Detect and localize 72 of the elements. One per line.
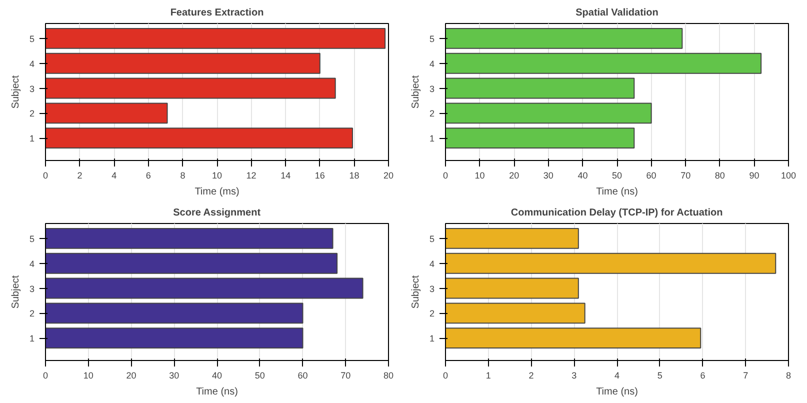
y-tick-label: 4 — [429, 258, 435, 269]
x-tick-label: 3 — [572, 370, 577, 380]
x-tick-label: 6 — [700, 370, 706, 380]
x-tick-label: 14 — [280, 170, 291, 180]
y-tick-label: 3 — [429, 284, 435, 294]
x-tick-label: 4 — [614, 370, 620, 380]
x-tick-label: 80 — [383, 370, 394, 380]
y-tick-label: 2 — [29, 108, 35, 119]
x-tick-label: 2 — [528, 370, 534, 380]
x-tick-label: 10 — [83, 370, 94, 380]
x-tick-label: 12 — [246, 170, 256, 180]
x-tick-label: 70 — [340, 370, 351, 380]
x-axis-title: Time (ns) — [196, 386, 238, 398]
x-tick-label: 8 — [180, 170, 186, 180]
x-tick-label: 10 — [212, 170, 222, 180]
x-tick-label: 16 — [314, 170, 325, 180]
x-axis-title: Time (ns) — [596, 186, 638, 198]
y-tick-label: 4 — [29, 258, 35, 269]
x-tick-label: 60 — [646, 170, 656, 180]
chart-title: Features Extraction — [170, 8, 264, 18]
y-tick-label: 2 — [429, 308, 435, 319]
x-tick-label: 20 — [509, 170, 520, 180]
chart-title: Spatial Validation — [576, 8, 658, 18]
x-tick-label: 2 — [77, 170, 82, 180]
x-tick-label: 100 — [780, 170, 796, 180]
x-tick-label: 6 — [146, 170, 151, 180]
y-tick-label: 4 — [429, 58, 435, 69]
y-tick-label: 5 — [429, 34, 435, 44]
x-tick-label: 90 — [749, 170, 760, 180]
x-tick-label: 8 — [786, 370, 792, 380]
x-tick-label: 40 — [578, 170, 588, 180]
x-tick-label: 20 — [126, 370, 136, 380]
x-tick-label: 1 — [486, 370, 491, 380]
x-tick-label: 0 — [442, 170, 448, 180]
y-axis-title: Subject — [10, 275, 22, 309]
x-tick-label: 10 — [474, 170, 485, 180]
x-tick-label: 0 — [42, 370, 48, 380]
x-tick-label: 50 — [612, 170, 622, 180]
x-tick-label: 0 — [42, 170, 48, 180]
x-tick-label: 30 — [169, 370, 180, 380]
x-tick-label: 20 — [383, 170, 394, 180]
y-tick-label: 1 — [29, 134, 35, 144]
chart-title: Communication Delay (TCP-IP) for Actuation — [510, 208, 723, 218]
x-tick-label: 50 — [254, 370, 265, 380]
x-axis-title: Time (ns) — [596, 386, 638, 398]
x-tick-label: 30 — [543, 170, 554, 180]
y-tick-label: 3 — [29, 284, 35, 294]
x-tick-label: 7 — [743, 370, 748, 380]
y-tick-label: 5 — [29, 234, 35, 244]
x-tick-label: 0 — [442, 370, 448, 380]
y-tick-label: 5 — [429, 234, 435, 244]
y-tick-label: 4 — [29, 58, 35, 69]
x-tick-label: 5 — [657, 370, 662, 380]
y-axis-title: Subject — [410, 275, 422, 309]
x-tick-label: 18 — [349, 170, 360, 180]
x-tick-label: 40 — [212, 370, 222, 380]
y-tick-label: 1 — [29, 334, 35, 344]
y-tick-label: 2 — [429, 108, 435, 119]
y-tick-label: 1 — [429, 134, 435, 144]
y-axis-title: Subject — [10, 75, 22, 109]
y-tick-label: 2 — [29, 308, 35, 319]
chart-title: Score Assignment — [173, 208, 262, 218]
x-tick-label: 60 — [298, 370, 308, 380]
x-axis-title: Time (ms) — [194, 186, 240, 198]
y-tick-label: 3 — [429, 84, 435, 94]
x-tick-label: 70 — [680, 170, 691, 180]
y-axis-title: Subject — [410, 75, 422, 109]
x-tick-label: 80 — [714, 170, 725, 180]
y-tick-label: 5 — [29, 34, 35, 44]
y-tick-label: 3 — [29, 84, 35, 94]
y-tick-label: 1 — [429, 334, 435, 344]
x-tick-label: 4 — [112, 170, 117, 180]
